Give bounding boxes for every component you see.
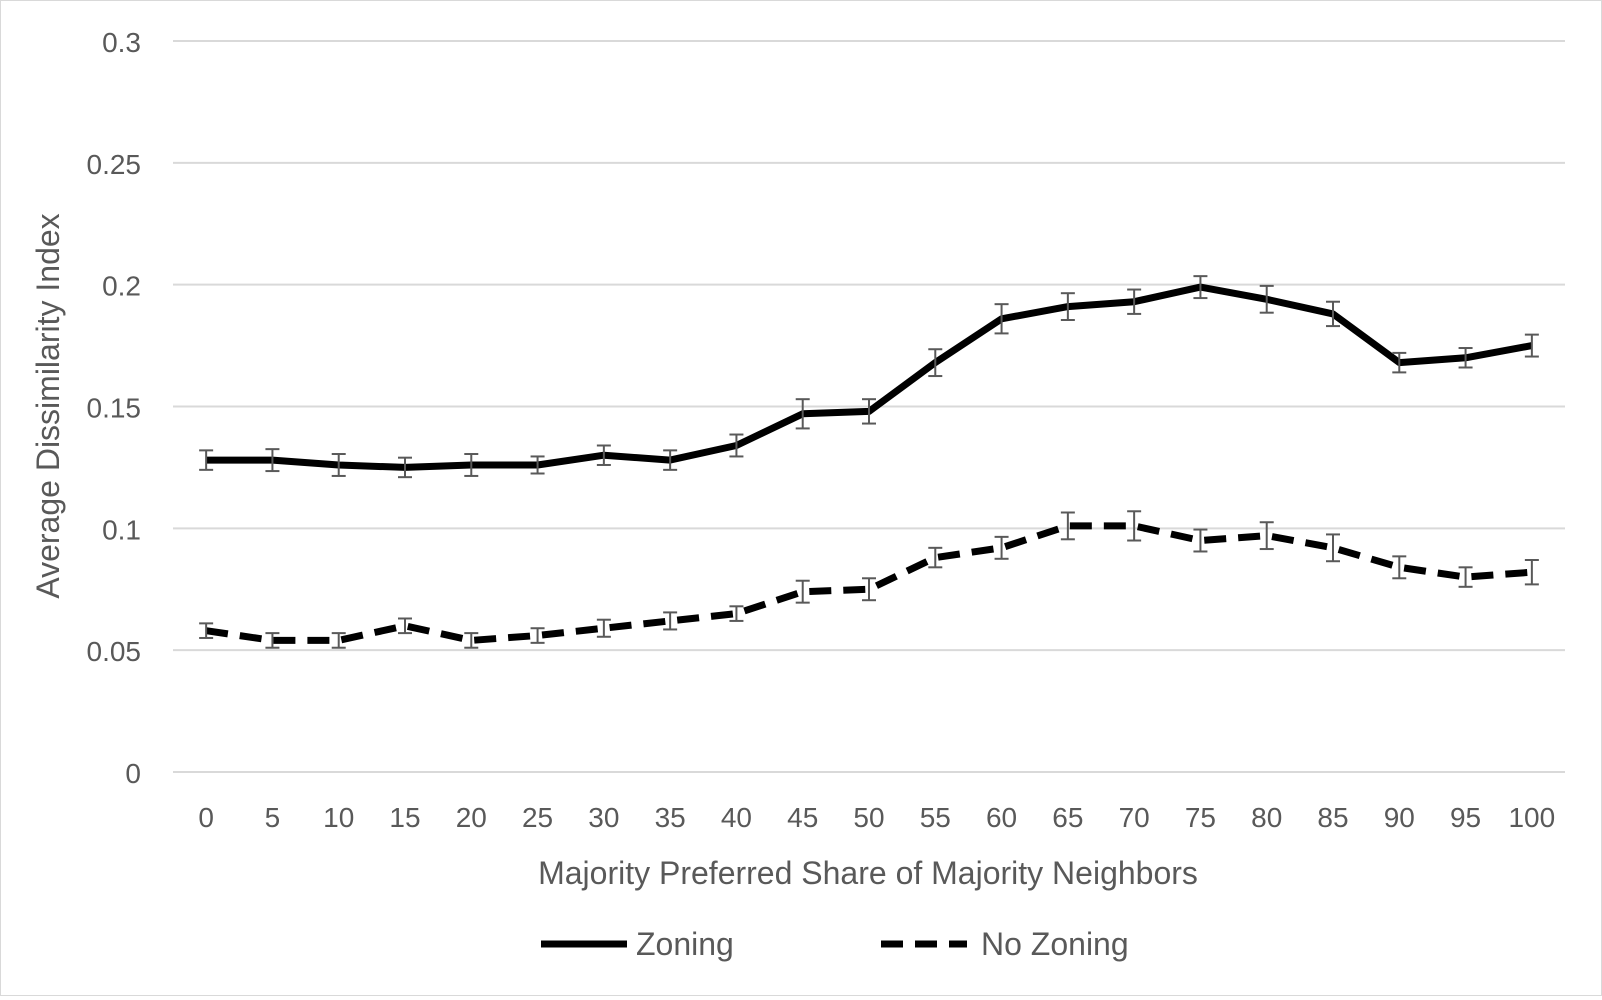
error-bars (199, 275, 1539, 649)
x-tick-label: 0 (198, 802, 214, 833)
y-tick-label: 0.3 (102, 27, 141, 58)
x-tick-label: 35 (655, 802, 686, 833)
error-bar (1060, 292, 1075, 321)
x-axis-tick-labels: 0 5 10 15 20 25 30 35 40 45 50 55 60 65 70 75 80 85 90 95 10… (198, 802, 1555, 833)
error-bar (1193, 275, 1208, 300)
y-tick-label: 0.1 (102, 514, 141, 545)
error-bar (1392, 351, 1407, 374)
error-bar (1458, 347, 1473, 369)
error-bar (994, 303, 1009, 335)
error-bar (729, 433, 744, 458)
error-bar (1326, 300, 1340, 328)
y-tick-label: 0.25 (87, 149, 142, 180)
error-bar (1524, 333, 1539, 358)
legend-no-zoning-label: No Zoning (981, 926, 1129, 962)
x-tick-label: 25 (522, 802, 553, 833)
x-tick-label: 55 (920, 802, 951, 833)
series-line-no-zoning (205, 522, 1533, 644)
error-bar (928, 348, 943, 378)
error-bar (994, 535, 1009, 560)
x-tick-label: 70 (1119, 802, 1150, 833)
error-bar (1392, 555, 1407, 580)
x-tick-label: 30 (588, 802, 619, 833)
x-tick-label: 10 (323, 802, 354, 833)
error-bar (265, 632, 280, 649)
error-bar (729, 605, 744, 622)
error-bar (199, 449, 214, 471)
x-tick-label: 5 (265, 802, 281, 833)
error-bar (928, 546, 943, 569)
error-bar (596, 618, 611, 638)
x-tick-label: 100 (1508, 802, 1555, 833)
y-tick-label: 0.2 (102, 271, 141, 302)
error-bar (331, 453, 346, 477)
y-axis-label: Average Dissimilarity Index (30, 213, 66, 598)
error-bar (530, 627, 545, 644)
y-tick-label: 0.15 (87, 393, 142, 424)
x-tick-label: 20 (456, 802, 487, 833)
x-tick-label: 75 (1185, 802, 1216, 833)
error-bar (1259, 521, 1274, 551)
x-tick-label: 65 (1052, 802, 1083, 833)
y-axis-tick-labels: 0 0.05 0.1 0.15 0.2 0.25 0.3 (87, 27, 142, 789)
error-bar (1127, 510, 1142, 542)
y-tick-label: 0.05 (87, 636, 142, 667)
x-tick-label: 45 (787, 802, 818, 833)
error-bar (1326, 533, 1340, 563)
error-bar (795, 579, 810, 604)
error-bar (1259, 284, 1274, 314)
error-bar (530, 455, 545, 475)
error-bar (464, 632, 479, 649)
error-bar (862, 398, 876, 425)
error-bar (795, 398, 810, 430)
x-tick-label: 95 (1450, 802, 1481, 833)
x-tick-label: 60 (986, 802, 1017, 833)
error-bar (398, 456, 412, 479)
error-bar (398, 617, 412, 635)
x-tick-label: 80 (1251, 802, 1282, 833)
x-tick-label: 15 (389, 802, 420, 833)
error-bar (1127, 288, 1142, 315)
legend: Zoning No Zoning (541, 926, 1129, 962)
error-bar (464, 453, 479, 477)
error-bar (1458, 566, 1473, 588)
x-tick-label: 85 (1317, 802, 1348, 833)
x-tick-label: 50 (853, 802, 884, 833)
error-bar (663, 611, 678, 631)
error-bar (1193, 528, 1208, 553)
error-bar (331, 632, 346, 649)
error-bar (1524, 559, 1539, 586)
x-axis-label: Majority Preferred Share of Majority Nei… (538, 855, 1198, 891)
gridlines (173, 40, 1565, 773)
error-bar (265, 448, 280, 473)
error-bar (1060, 511, 1075, 541)
y-tick-label: 0 (125, 758, 141, 789)
error-bar (862, 577, 876, 602)
error-bar (596, 444, 611, 466)
x-tick-label: 40 (721, 802, 752, 833)
error-bar (199, 622, 214, 639)
legend-zoning-label: Zoning (636, 926, 734, 962)
x-tick-label: 90 (1384, 802, 1415, 833)
error-bar (663, 449, 678, 471)
